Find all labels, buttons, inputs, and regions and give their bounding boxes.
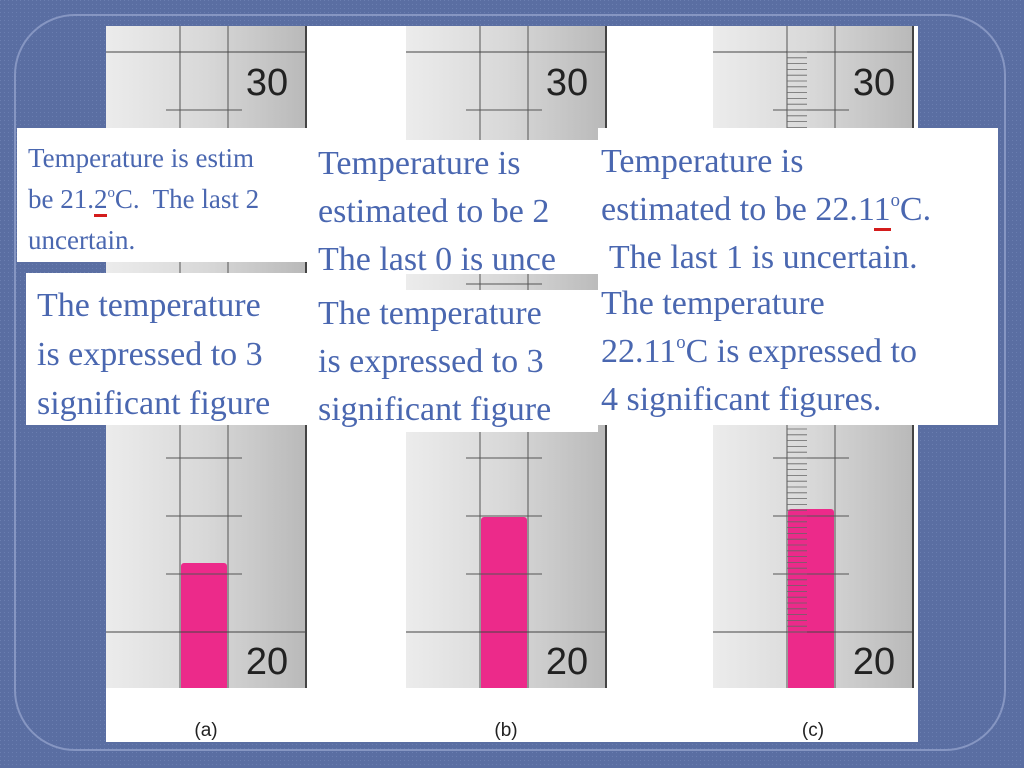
text: significant figure <box>318 391 552 428</box>
text-line: 22.11oC is expressed to <box>601 328 998 376</box>
text-line: estimated to be 2 <box>318 188 598 236</box>
scale-label: 30 <box>853 62 895 104</box>
scale-label: 20 <box>546 641 588 683</box>
text: The last 1 is uncertain. <box>601 239 918 276</box>
text-line: estimated to be 22.11oC. <box>601 186 998 234</box>
text-box: The temperature is expressed to 3 signific… <box>310 290 598 432</box>
scale-label: 20 <box>246 641 288 683</box>
text-line: The temperature <box>37 281 310 330</box>
caption: (c) <box>802 720 824 741</box>
text-line: significant figure <box>37 379 310 425</box>
text: be 21. <box>28 184 94 214</box>
text-line: Temperature is estim <box>28 138 310 179</box>
text-line: is expressed to 3 <box>37 330 310 379</box>
text-line: The last 0 is unce <box>318 236 598 274</box>
text-box: Temperature is estimated to be 2 The last … <box>310 140 598 274</box>
text-line: be 21.2oC. The last 2 <box>28 179 310 220</box>
text-line: uncertain. <box>28 220 310 261</box>
text-line: Temperature is <box>601 138 998 186</box>
text: is expressed to 3 <box>318 343 544 380</box>
scale-label: 30 <box>246 62 288 104</box>
text: C. <box>899 191 932 228</box>
text: Temperature is estim <box>28 143 255 173</box>
text-box: The temperature is expressed to 3 signific… <box>26 273 310 425</box>
text-line: Temperature is <box>318 140 598 188</box>
degree-sign: o <box>890 189 900 211</box>
frame <box>14 14 1006 751</box>
text: significant figure <box>37 385 271 422</box>
text: The temperature <box>601 285 825 322</box>
text-line: is expressed to 3 <box>318 338 598 386</box>
degree-sign: o <box>676 331 686 353</box>
text-line: The last 1 is uncertain. <box>601 234 998 280</box>
text: 22.11 <box>601 333 677 370</box>
text-box: Temperature is estim be 21.2oC. The last … <box>17 128 310 262</box>
underlined-digit: 2 <box>93 184 108 217</box>
text: C is expressed to <box>685 333 917 370</box>
text: Temperature is <box>601 143 804 180</box>
text-line: The temperature <box>318 290 598 338</box>
text: The temperature <box>37 287 261 324</box>
text-line: The temperature <box>601 280 998 328</box>
liquid-base <box>788 515 834 688</box>
text: uncertain. <box>28 225 136 255</box>
scale-label: 30 <box>546 62 588 104</box>
text: estimated to be 22.1 <box>601 191 874 228</box>
text-line: significant figure <box>318 386 598 432</box>
liquid-base <box>181 569 227 688</box>
text: C. The last 2 <box>114 184 260 214</box>
text: Temperature is <box>318 145 521 182</box>
text: estimated to be 2 <box>318 193 550 230</box>
text-box: The temperature 22.11oC is expressed to 4 … <box>598 280 998 425</box>
liquid-base <box>481 523 527 688</box>
degree-sign: o <box>107 184 115 201</box>
text-line: 4 significant figures. <box>601 376 998 424</box>
text-box: Temperature is estimated to be 22.11oC. T… <box>598 128 998 280</box>
text: The last 0 is unce <box>318 241 556 274</box>
text: is expressed to 3 <box>37 336 263 373</box>
text: 4 significant figures. <box>601 381 882 418</box>
caption: (b) <box>494 720 517 741</box>
caption: (a) <box>194 720 217 741</box>
scale-label: 20 <box>853 641 895 683</box>
underlined-digit: 1 <box>873 191 891 231</box>
text: The temperature <box>318 295 542 332</box>
